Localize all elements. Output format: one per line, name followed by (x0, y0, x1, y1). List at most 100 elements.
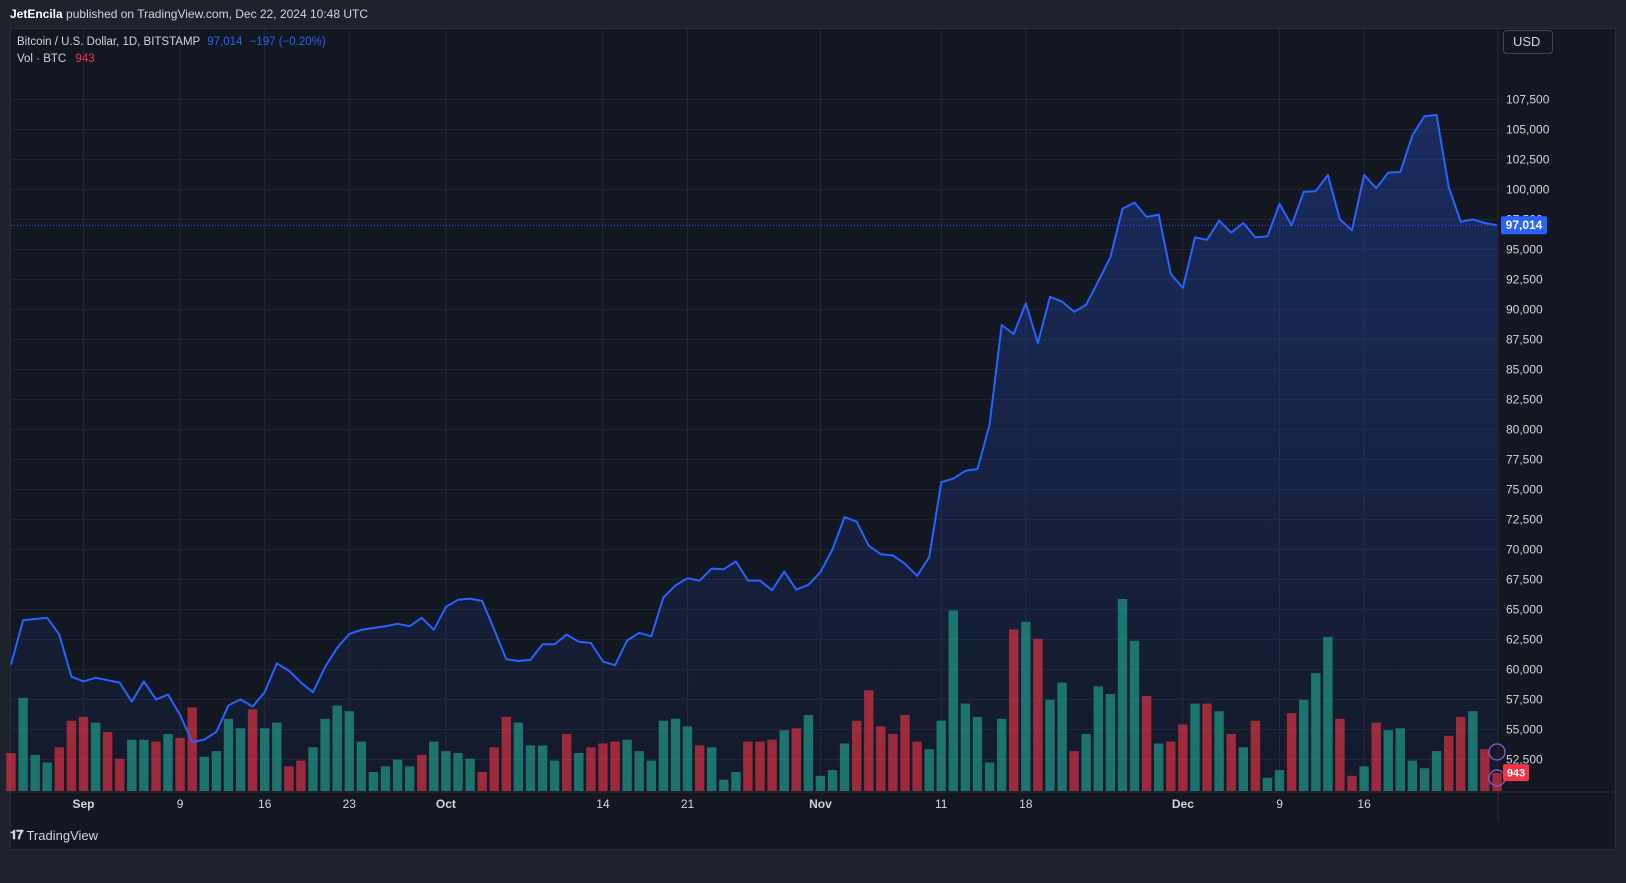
volume-bar (1286, 713, 1297, 791)
x-tick-label: Oct (436, 797, 456, 811)
volume-bar (574, 753, 584, 791)
volume-bar (1045, 699, 1055, 791)
y-tick-label: 87,500 (1506, 332, 1543, 346)
volume-bar (719, 779, 729, 791)
volume-bar (1323, 637, 1333, 791)
volume-bar (1093, 686, 1103, 791)
volume-bar (1154, 743, 1164, 791)
y-tick-label: 75,000 (1506, 482, 1543, 496)
volume-bar (90, 722, 101, 791)
volume-bar (175, 737, 185, 791)
volume-bar (537, 745, 548, 791)
volume-bar (1480, 749, 1490, 791)
volume-bar (1021, 621, 1031, 791)
symbol-title[interactable]: Bitcoin / U.S. Dollar, 1D, BITSTAMP (17, 36, 200, 48)
volume-bar (1009, 629, 1019, 791)
volume-bar (513, 722, 524, 791)
volume-bar (1468, 711, 1478, 791)
price-line-path (10, 114, 1498, 743)
volume-bar (296, 760, 306, 791)
volume-bar (332, 705, 342, 791)
volume-bar (260, 728, 270, 791)
y-tick-label: 62,500 (1506, 632, 1543, 646)
last-price-badge (1501, 216, 1547, 235)
volume-bar (1371, 722, 1381, 791)
volume-bar (960, 703, 971, 791)
volume-bar (1129, 640, 1140, 791)
volume-bar (272, 722, 282, 791)
volume-bar (622, 739, 632, 791)
x-tick-label: 14 (596, 797, 610, 811)
volume-bar (1311, 673, 1321, 791)
volume-bar (320, 718, 330, 791)
y-tick-label: 90,000 (1506, 302, 1543, 316)
x-tick-label: 9 (1276, 797, 1283, 811)
volume-bar (815, 775, 826, 791)
y-tick-label: 65,000 (1506, 602, 1543, 616)
volume-bar (151, 741, 161, 791)
y-tick-label: 92,500 (1506, 272, 1543, 286)
volume-bar (876, 726, 886, 791)
y-tick-label: 82,500 (1506, 392, 1543, 406)
last-price-badge-label: 97,014 (1506, 218, 1543, 232)
author-name[interactable]: JetEncila (10, 7, 63, 21)
volume-bar (1395, 728, 1405, 791)
volume-bar (223, 718, 234, 791)
y-tick-label: 100,000 (1506, 182, 1550, 196)
volume-bar (997, 718, 1007, 791)
price-axis[interactable]: 52,500 55,000 57,500 60,000 62,500 65,000 67,5… (1506, 92, 1550, 766)
volume-bar (501, 716, 511, 791)
y-tick-label: 77,500 (1506, 452, 1543, 466)
time-axis[interactable]: Sep 9 16 23 Oct 14 21 Nov 11 18 Dec 9 16 (72, 797, 1371, 811)
volume-bar (984, 762, 995, 791)
volume-title[interactable]: Vol · BTC (17, 53, 67, 65)
volume-bar (1262, 777, 1273, 791)
y-tick-label: 57,500 (1506, 692, 1543, 706)
volume-bar (1431, 751, 1442, 791)
volume-bar (453, 753, 463, 791)
volume-bar (1335, 718, 1345, 791)
volume-bar (694, 745, 705, 791)
volume-bar (405, 766, 415, 791)
last-volume-badge-label: 943 (1507, 768, 1525, 780)
volume-bar (912, 741, 922, 791)
volume-bar (66, 720, 77, 791)
volume-bar (1274, 770, 1285, 791)
volume-bar (1202, 703, 1212, 791)
volume-bar (972, 716, 983, 791)
scale-circle-marker (1488, 743, 1506, 761)
brand-name: TradingView (26, 827, 99, 843)
volume-bar (598, 743, 608, 791)
volume-bar (30, 754, 40, 791)
published-text: published on TradingView.com, Dec 22, 20… (66, 7, 369, 21)
volume-bar (1105, 694, 1116, 791)
volume-bar (646, 760, 656, 791)
y-tick-label: 55,000 (1506, 722, 1543, 736)
volume-bar (308, 747, 318, 791)
volume-bar (948, 610, 958, 791)
tradingview-brand[interactable]: 𝟏𝟕 TradingView (10, 827, 98, 843)
volume-bar (199, 756, 209, 791)
volume-bar (1190, 703, 1200, 791)
x-tick-label: 9 (177, 797, 184, 811)
currency-button[interactable]: USD (1503, 30, 1553, 54)
y-tick-label: 52,500 (1506, 752, 1543, 766)
legend-volume-row: Vol · BTC 943 (17, 51, 326, 68)
volume-bar (900, 715, 910, 791)
volume-bar (549, 760, 560, 791)
volume-bar (163, 734, 173, 791)
x-tick-label: Nov (809, 797, 832, 811)
x-tick-label: Sep (72, 797, 94, 811)
volume-bar (1057, 682, 1067, 791)
volume-bar (888, 734, 898, 791)
volume-bar (755, 741, 765, 791)
x-tick-label: 11 (935, 797, 948, 811)
x-tick-label: 16 (1357, 797, 1371, 811)
y-tick-label: 105,000 (1506, 122, 1550, 136)
volume-bar (187, 707, 197, 791)
y-tick-label: 95,000 (1506, 242, 1543, 256)
volume-bar (924, 749, 934, 791)
volume-bar (139, 739, 149, 791)
volume-bar (235, 728, 246, 791)
